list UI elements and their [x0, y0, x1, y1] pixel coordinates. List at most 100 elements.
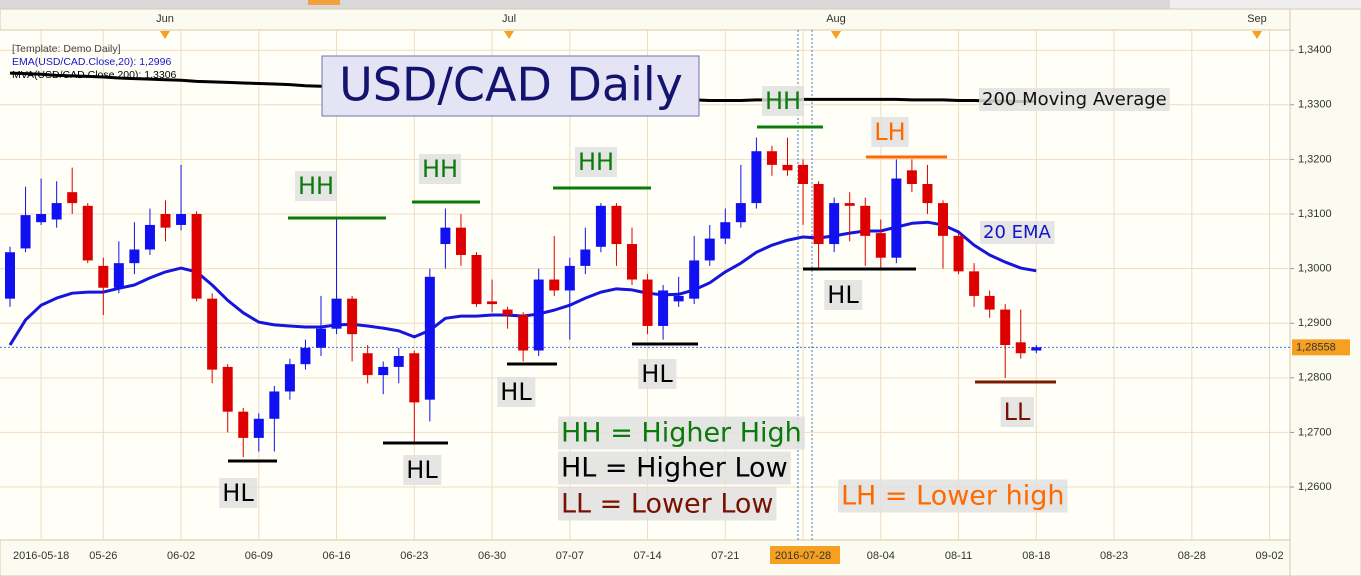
- x-tick-label: 07-21: [711, 550, 739, 562]
- lh-label: LH: [874, 118, 905, 146]
- x-tick-label: 08-11: [945, 550, 972, 562]
- candle-body: [720, 222, 731, 239]
- candle-body: [440, 227, 451, 245]
- hl-label: HL: [827, 281, 859, 309]
- candle-body: [891, 178, 902, 258]
- candle-body: [191, 214, 202, 299]
- hh-label: HH: [298, 172, 334, 200]
- candle-body: [20, 215, 31, 249]
- candle-body: [860, 205, 871, 236]
- label-box: [980, 221, 1055, 244]
- month-label: Aug: [826, 13, 846, 25]
- candle-body: [5, 252, 15, 299]
- y-tick-label: 1,3100: [1298, 208, 1332, 220]
- candle-body: [813, 183, 824, 245]
- candle-body: [222, 366, 233, 412]
- x-tick-label: 2016-07-28: [775, 550, 831, 562]
- y-tick-label: 1,2800: [1298, 372, 1332, 384]
- date-axis: [0, 539, 1291, 576]
- candle-body: [642, 279, 653, 326]
- candle-body: [362, 353, 373, 376]
- y-tick-label: 1,2900: [1298, 317, 1332, 329]
- date-highlight: [770, 546, 840, 564]
- scroll-thumb: [308, 0, 340, 5]
- candle-body: [627, 244, 637, 280]
- candle-body: [1031, 347, 1042, 351]
- label-box: [979, 88, 1170, 111]
- hh-label: HH: [765, 87, 801, 115]
- candle-body: [953, 235, 964, 272]
- candle-body: [269, 391, 280, 419]
- candle-body: [331, 298, 342, 329]
- candle-body: [580, 249, 591, 266]
- toolbar-end: [1170, 0, 1361, 9]
- month-label: Sep: [1247, 13, 1267, 25]
- x-tick-label: 06-09: [245, 550, 273, 562]
- candle-body: [82, 205, 93, 261]
- x-tick-label: 09-02: [1255, 550, 1283, 562]
- candle-body: [735, 203, 746, 223]
- hh-label: HH: [578, 148, 614, 176]
- month-label: Jul: [502, 13, 516, 25]
- x-tick-label: 06-02: [167, 550, 195, 562]
- axes: 1,2600 1,2700 1,2800 1,2900 1,3000 1,3100 1,32…: [13, 44, 1350, 562]
- candle-body: [284, 364, 295, 392]
- key-entry: LL = Lower Low: [561, 489, 774, 520]
- x-tick-label: 08-18: [1022, 550, 1050, 562]
- legend-entry: MVA(USD/CAD.Close,200): 1,3306: [12, 69, 177, 81]
- key-entry: HL = Higher Low: [561, 453, 788, 484]
- x-tick-label: 06-23: [400, 550, 428, 562]
- candle-body: [393, 355, 404, 367]
- hl-label: HL: [641, 360, 673, 388]
- candle-body: [67, 192, 78, 204]
- label-box: [574, 147, 618, 177]
- candle-body: [798, 164, 809, 184]
- marker-lines: [228, 125, 1056, 463]
- candle-body: [409, 353, 420, 403]
- label-box: [838, 479, 1068, 513]
- candle-body: [751, 151, 762, 204]
- label-box: [871, 117, 909, 147]
- label-box: [418, 154, 462, 184]
- label-box: [761, 86, 805, 116]
- candle-body: [938, 203, 948, 236]
- candle-body: [689, 260, 700, 299]
- candle-body: [253, 418, 264, 438]
- x-tick-label: 08-23: [1100, 550, 1128, 562]
- label-box: [824, 280, 863, 310]
- y-tick-label: 1,3200: [1298, 153, 1332, 165]
- label-box: [219, 478, 258, 508]
- key-entry: HH = Higher High: [561, 418, 802, 449]
- candle-body: [673, 295, 684, 302]
- x-tick-label: 06-16: [322, 550, 350, 562]
- candle-body: [704, 238, 715, 261]
- candle-body: [455, 227, 466, 255]
- candle-body: [844, 203, 855, 206]
- candle-body: [611, 205, 622, 245]
- hl-label: HL: [406, 456, 438, 484]
- label-box: [558, 416, 805, 450]
- candle-body: [347, 298, 358, 335]
- label-box: [558, 451, 791, 485]
- candle-body: [471, 254, 482, 305]
- x-tick-label: 06-30: [478, 550, 506, 562]
- label-box: [294, 171, 338, 201]
- candle-body: [98, 265, 109, 288]
- y-tick-label: 1,2700: [1298, 426, 1332, 438]
- candle-body: [160, 214, 171, 228]
- last-price-box: [1292, 339, 1350, 356]
- candle-body: [300, 347, 311, 365]
- y-tick-label: 1,3300: [1298, 99, 1332, 111]
- x-tick-label: 07-07: [556, 550, 584, 562]
- candle-body: [1015, 342, 1026, 354]
- candle-body: [564, 265, 575, 291]
- legend-text: [Template: Demo Daily] EMA(USD/CAD.Close…: [12, 43, 177, 81]
- label-box: [638, 359, 677, 389]
- plot: [0, 71, 1290, 458]
- hl-label: HL: [222, 479, 254, 507]
- candle-body: [1000, 309, 1011, 346]
- candle-body: [487, 301, 498, 305]
- x-tick-label: 08-04: [867, 550, 895, 562]
- candle-body: [129, 249, 140, 264]
